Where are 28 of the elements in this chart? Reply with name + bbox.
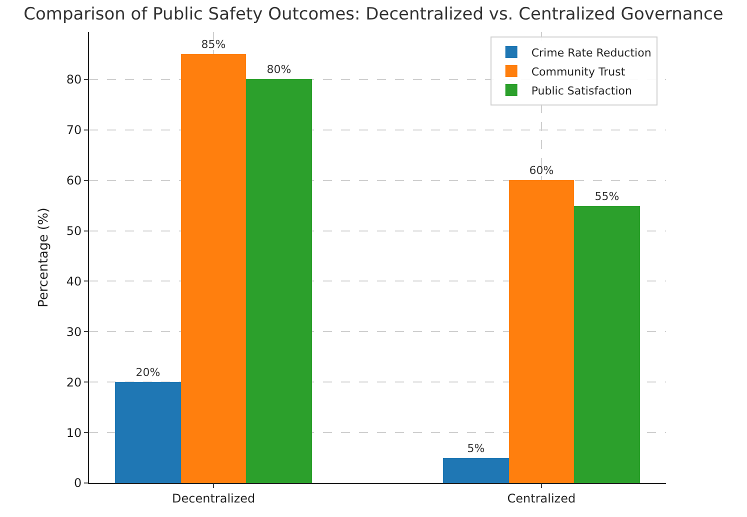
data-label: 5% — [467, 442, 485, 455]
bar — [115, 382, 181, 483]
legend-label: Public Satisfaction — [531, 84, 632, 98]
x-tick-label: Centralized — [507, 491, 576, 506]
bar — [574, 206, 640, 483]
y-tick-label: 40 — [66, 274, 82, 288]
y-tick-label: 20 — [66, 375, 82, 390]
y-tick-label: 50 — [66, 224, 82, 238]
data-label: 85% — [201, 38, 226, 51]
y-tick-label: 70 — [66, 123, 82, 138]
legend-label: Crime Rate Reduction — [531, 46, 652, 60]
bar — [443, 458, 509, 483]
data-label: 60% — [529, 164, 554, 177]
data-label: 80% — [266, 63, 292, 76]
x-tick-label: Decentralized — [172, 491, 256, 506]
bar — [246, 79, 312, 483]
bar — [509, 180, 574, 483]
bar — [181, 54, 246, 483]
chart-title: Comparison of Public Safety Outcomes: Decentralized vs. Centralized Governance — [24, 4, 724, 25]
y-tick-label: 30 — [66, 324, 82, 339]
y-tick-label: 10 — [66, 426, 82, 440]
data-label: 55% — [594, 190, 620, 203]
y-tick-label: 0 — [74, 476, 82, 490]
data-label: 20% — [136, 366, 160, 379]
y-tick-label: 60 — [66, 174, 82, 188]
y-axis-title: Percentage (%) — [36, 208, 52, 308]
y-tick-label: 80 — [66, 72, 82, 87]
legend-label: Community Trust — [531, 65, 626, 78]
